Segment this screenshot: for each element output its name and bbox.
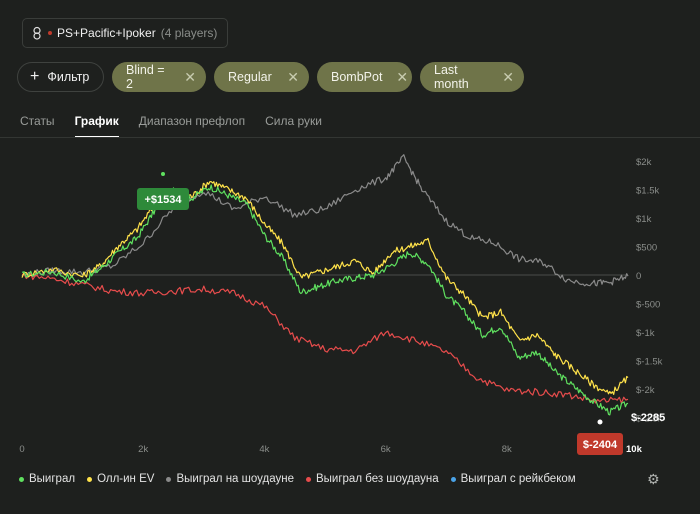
filter-chip-label: Last month [434,63,469,91]
close-icon[interactable]: ✕ [502,68,514,85]
legend-label: Олл-ин EV [97,473,155,485]
y-tick-label: $2k [636,157,652,168]
filter-chip-bombpot[interactable]: BombPot ✕ [317,62,412,92]
poker-chip-icon [33,26,41,40]
add-filter-label: Фильтр [47,70,90,84]
filter-chip-regular[interactable]: Regular ✕ [214,62,309,92]
series-line-showdown [21,154,629,287]
room-name: PS+Pacific+Ipoker [57,26,156,40]
tab-bar: Статы График Диапазон префлоп Сила руки [20,114,322,138]
legend-swatch [166,476,172,482]
tab-preflop-range[interactable]: Диапазон префлоп [138,114,246,128]
legend-swatch [305,476,311,482]
end-marker [597,419,603,425]
plus-icon: + [30,68,40,85]
series-line-allin-ev [21,181,629,395]
y-tick-label: $-500 [636,300,660,311]
tab-hand-strength[interactable]: Сила руки [265,114,322,128]
right-callout-label: $-2285 [631,412,665,424]
player-count: (4 players) [160,26,218,40]
legend-label: Выиграл с рейкбеком [460,473,576,485]
y-tick-label: $500 [636,243,657,254]
close-icon[interactable]: ✕ [184,68,196,85]
legend-label: Выиграл без шоудауна [315,473,439,485]
legend-item-won[interactable]: Выиграл [19,473,75,485]
series-line-won [21,184,629,416]
filter-chip-last-month[interactable]: Last month ✕ [420,62,524,92]
legend-item-non-showdown[interactable]: Выиграл без шоудауна [305,473,439,485]
filter-bar: + Фильтр Blind = 2 ✕ Regular ✕ BombPot ✕… [17,62,524,92]
legend-item-showdown[interactable]: Выиграл на шоудауне [166,473,294,485]
filter-chip-label: BombPot [331,70,383,84]
legend-item-rakeback[interactable]: Выиграл с рейкбеком [450,473,576,485]
end-callout-label: $-2404 [583,439,618,451]
y-tick-label: $1.5k [636,186,659,197]
y-tick-label: $-1.5k [636,357,663,368]
filter-chip-blind[interactable]: Blind = 2 ✕ [112,62,206,92]
legend-swatch [450,476,456,482]
x-tick-label: 6k [381,444,391,455]
x-tick-label: 2k [138,444,148,455]
series-line-non-showdown [21,272,629,404]
tab-stats[interactable]: Статы [20,114,55,128]
y-tick-label: $-2k [636,385,655,396]
y-tick-label: $1k [636,214,652,225]
legend-label: Выиграл [29,473,76,485]
status-dot [48,31,52,35]
filter-chip-label: Regular [228,70,272,84]
y-tick-label: $-1k [636,328,655,339]
y-tick-label: $-2.5k [636,414,663,425]
x-tick-label: 4k [259,444,269,455]
peak-callout-box [137,188,189,210]
x-tick-label: 8k [502,444,512,455]
close-icon[interactable]: ✕ [396,68,409,85]
end-callout-box [577,433,623,455]
tab-divider [0,137,700,138]
x-tick-label: 0 [19,444,24,455]
close-icon[interactable]: ✕ [287,68,299,85]
peak-callout-label: +$1534 [144,194,182,206]
filter-chip-label: Blind = 2 [126,63,165,91]
profit-chart[interactable]: $2k $1.5k $1k $500 0 $-500 $-1k $-1.5k $-2k $-2.5… [0,140,700,470]
tab-graph[interactable]: График [74,114,119,138]
legend-label: Выиграл на шоудауне [176,473,294,485]
room-selector[interactable]: PS+Pacific+Ipoker (4 players) [22,18,229,48]
legend-swatch [19,476,24,482]
add-filter-button[interactable]: + Фильтр [17,62,104,92]
peak-marker [161,172,165,176]
y-tick-label: 0 [636,271,641,282]
legend-item-allin-ev[interactable]: Олл-ин EV [87,473,154,485]
legend-swatch [87,476,93,482]
x-tick-label: 10k [626,444,643,455]
chart-legend: Выиграл Олл-ин EV Выиграл на шоудауне Вы… [19,473,576,485]
gear-icon[interactable]: ⚙ [647,471,660,487]
